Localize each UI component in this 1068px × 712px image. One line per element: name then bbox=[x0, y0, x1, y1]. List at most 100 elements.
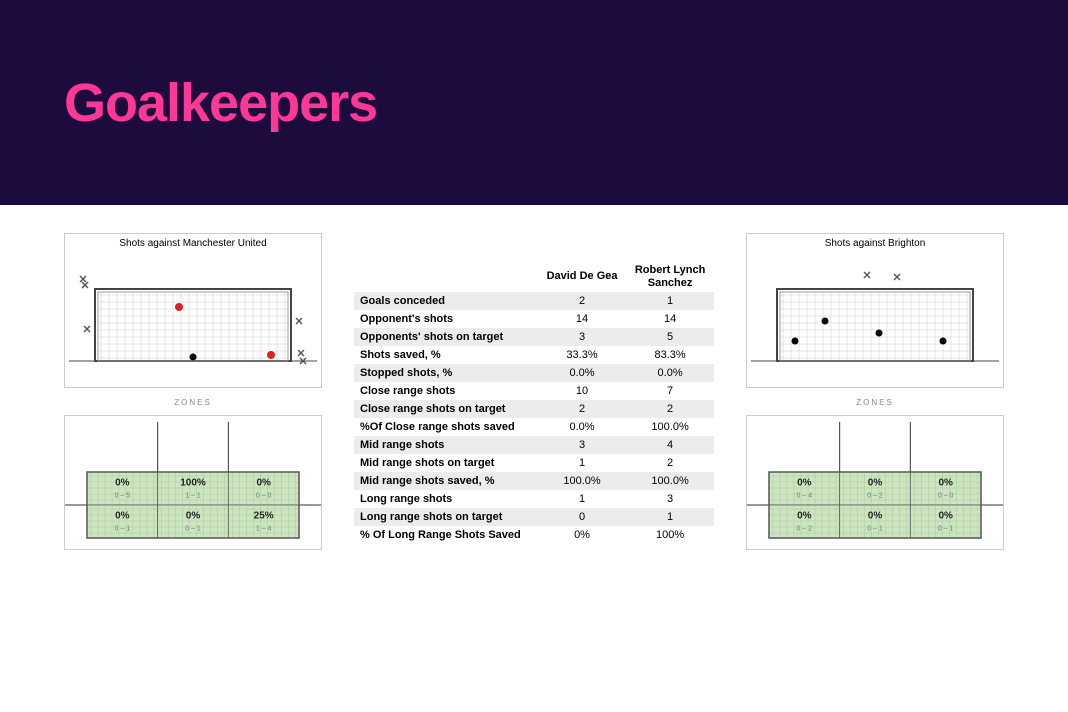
svg-text:0%: 0% bbox=[256, 478, 271, 489]
table-cell: Mid range shots on target bbox=[354, 454, 538, 472]
content: Shots against Manchester United ZONES 0%… bbox=[0, 205, 1068, 550]
stats-body: Goals conceded21Opponent's shots1414Oppo… bbox=[354, 292, 714, 544]
table-row: % Of Long Range Shots Saved0%100% bbox=[354, 526, 714, 544]
svg-text:0%: 0% bbox=[115, 511, 130, 522]
svg-text:0%: 0% bbox=[797, 478, 812, 489]
table-cell: 83.3% bbox=[626, 346, 714, 364]
table-cell: 14 bbox=[538, 310, 626, 328]
right-goal-card: Shots against Brighton bbox=[746, 233, 1004, 388]
table-row: Close range shots107 bbox=[354, 382, 714, 400]
table-row: Mid range shots on target12 bbox=[354, 454, 714, 472]
table-cell: 1 bbox=[626, 292, 714, 310]
left-goal-chart bbox=[65, 251, 321, 386]
svg-text:0 – 4: 0 – 4 bbox=[797, 493, 813, 500]
table-cell: 2 bbox=[626, 400, 714, 418]
svg-text:0%: 0% bbox=[868, 478, 883, 489]
right-zones-label: ZONES bbox=[746, 398, 1004, 407]
table-cell: 3 bbox=[538, 328, 626, 346]
table-cell: % Of Long Range Shots Saved bbox=[354, 526, 538, 544]
stats-col-header: Robert LynchSanchez bbox=[626, 261, 714, 292]
table-row: Mid range shots saved, %100.0%100.0% bbox=[354, 472, 714, 490]
table-cell: 0 bbox=[538, 508, 626, 526]
table-row: Opponents' shots on target35 bbox=[354, 328, 714, 346]
svg-text:0%: 0% bbox=[868, 511, 883, 522]
svg-text:0 – 5: 0 – 5 bbox=[115, 493, 131, 500]
left-zones-chart: 0%0 – 5100%1 – 10%0 – 00%0 – 10%0 – 125%… bbox=[65, 416, 321, 549]
table-cell: 5 bbox=[626, 328, 714, 346]
table-cell: 2 bbox=[538, 400, 626, 418]
table-row: Close range shots on target22 bbox=[354, 400, 714, 418]
stats-column: David De GeaRobert LynchSanchez Goals co… bbox=[354, 233, 714, 550]
svg-text:0%: 0% bbox=[115, 478, 130, 489]
stats-header-row: David De GeaRobert LynchSanchez bbox=[354, 261, 714, 292]
table-cell: Long range shots on target bbox=[354, 508, 538, 526]
table-cell: Long range shots bbox=[354, 490, 538, 508]
stats-table: David De GeaRobert LynchSanchez Goals co… bbox=[354, 261, 714, 544]
table-cell: %Of Close range shots saved bbox=[354, 418, 538, 436]
table-row: Goals conceded21 bbox=[354, 292, 714, 310]
table-cell: 1 bbox=[538, 454, 626, 472]
table-cell: 10 bbox=[538, 382, 626, 400]
table-cell: 3 bbox=[538, 436, 626, 454]
table-cell: 7 bbox=[626, 382, 714, 400]
table-row: Shots saved, %33.3%83.3% bbox=[354, 346, 714, 364]
right-zones-chart: 0% 0 – 4 0% 0 – 2 0% 0 – 0 0% 0 – 2 0% 0 – 1 0% 0 –… bbox=[747, 416, 1003, 549]
table-cell: 33.3% bbox=[538, 346, 626, 364]
table-row: Mid range shots34 bbox=[354, 436, 714, 454]
svg-text:25%: 25% bbox=[254, 511, 274, 522]
table-cell: Shots saved, % bbox=[354, 346, 538, 364]
right-zones-card: 0% 0 – 4 0% 0 – 2 0% 0 – 0 0% 0 – 2 0% 0 – 1 0% 0 –… bbox=[746, 415, 1004, 550]
table-cell: Close range shots on target bbox=[354, 400, 538, 418]
svg-text:0 – 1: 0 – 1 bbox=[185, 526, 201, 533]
table-cell: Mid range shots saved, % bbox=[354, 472, 538, 490]
right-panel: Shots against Brighton ZONES 0% 0 – 4 0% 0 … bbox=[746, 233, 1004, 550]
svg-text:0 – 1: 0 – 1 bbox=[115, 526, 131, 533]
stats-col-header: David De Gea bbox=[538, 261, 626, 292]
stats-col-header bbox=[354, 261, 538, 292]
table-cell: 0.0% bbox=[538, 418, 626, 436]
table-cell: 0.0% bbox=[538, 364, 626, 382]
page-title: Goalkeepers bbox=[64, 72, 377, 134]
table-cell: Opponents' shots on target bbox=[354, 328, 538, 346]
svg-text:0 – 2: 0 – 2 bbox=[797, 526, 813, 533]
table-cell: Opponent's shots bbox=[354, 310, 538, 328]
table-cell: 1 bbox=[538, 490, 626, 508]
table-cell: 100.0% bbox=[538, 472, 626, 490]
right-goal-chart bbox=[747, 251, 1003, 386]
table-cell: 100.0% bbox=[626, 472, 714, 490]
svg-text:0 – 1: 0 – 1 bbox=[867, 526, 883, 533]
svg-text:0 – 0: 0 – 0 bbox=[938, 493, 954, 500]
table-row: %Of Close range shots saved0.0%100.0% bbox=[354, 418, 714, 436]
table-cell: 0% bbox=[538, 526, 626, 544]
left-zones-label: ZONES bbox=[64, 398, 322, 407]
svg-text:1 – 1: 1 – 1 bbox=[185, 493, 201, 500]
table-cell: 2 bbox=[626, 454, 714, 472]
table-cell: 14 bbox=[626, 310, 714, 328]
left-panel: Shots against Manchester United ZONES 0%… bbox=[64, 233, 322, 550]
svg-text:0 – 2: 0 – 2 bbox=[867, 493, 883, 500]
right-goal-title: Shots against Brighton bbox=[747, 234, 1003, 251]
left-goal-card: Shots against Manchester United bbox=[64, 233, 322, 388]
table-cell: 1 bbox=[626, 508, 714, 526]
svg-text:0%: 0% bbox=[938, 478, 953, 489]
svg-text:0%: 0% bbox=[797, 511, 812, 522]
table-cell: Stopped shots, % bbox=[354, 364, 538, 382]
svg-text:1 – 4: 1 – 4 bbox=[256, 526, 272, 533]
table-cell: 100.0% bbox=[626, 418, 714, 436]
header: Goalkeepers bbox=[0, 0, 1068, 205]
table-cell: 0.0% bbox=[626, 364, 714, 382]
table-cell: Goals conceded bbox=[354, 292, 538, 310]
table-cell: 3 bbox=[626, 490, 714, 508]
table-cell: Mid range shots bbox=[354, 436, 538, 454]
svg-text:0%: 0% bbox=[186, 511, 201, 522]
left-goal-title: Shots against Manchester United bbox=[65, 234, 321, 251]
svg-text:0 – 1: 0 – 1 bbox=[938, 526, 954, 533]
left-zones-card: 0%0 – 5100%1 – 10%0 – 00%0 – 10%0 – 125%… bbox=[64, 415, 322, 550]
table-cell: 100% bbox=[626, 526, 714, 544]
table-cell: Close range shots bbox=[354, 382, 538, 400]
table-row: Stopped shots, %0.0%0.0% bbox=[354, 364, 714, 382]
table-cell: 2 bbox=[538, 292, 626, 310]
svg-text:0%: 0% bbox=[938, 511, 953, 522]
svg-text:100%: 100% bbox=[180, 478, 206, 489]
table-row: Long range shots on target01 bbox=[354, 508, 714, 526]
